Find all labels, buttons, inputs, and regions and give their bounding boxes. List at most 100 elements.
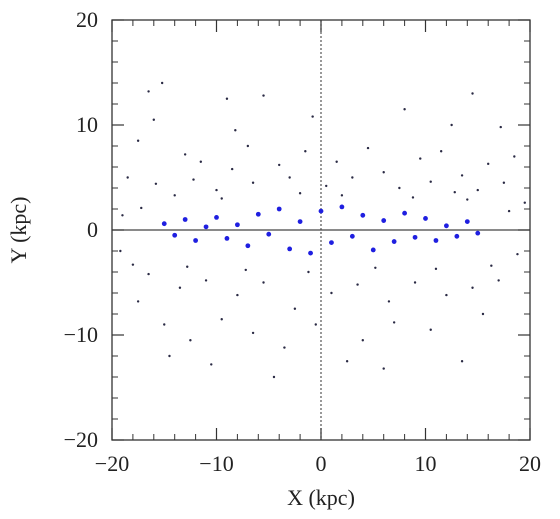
halo-star-point — [131, 263, 135, 266]
halo-star-point — [186, 265, 189, 268]
halo-star-point — [262, 281, 265, 284]
halo-star-point — [262, 94, 265, 97]
disk-star-point — [276, 206, 282, 212]
disk-star-point — [329, 240, 334, 246]
disk-star-point — [172, 232, 178, 238]
disk-star-point — [360, 212, 366, 218]
y-axis-title: Y (kpc) — [6, 197, 31, 264]
disk-star-point — [297, 219, 303, 225]
y-tick-labels: −20 −10 0 10 20 — [64, 7, 98, 452]
halo-star-point — [168, 354, 171, 358]
halo-star-point — [330, 291, 333, 295]
halo-star-point — [382, 367, 385, 370]
halo-star-points — [119, 81, 526, 379]
disk-star-point — [433, 238, 439, 243]
halo-star-point — [314, 323, 317, 326]
disk-star-point — [245, 243, 251, 249]
y-tick-label: 10 — [76, 112, 98, 137]
y-tick-label: −10 — [64, 322, 98, 347]
halo-star-point — [387, 300, 391, 303]
x-tick-label: 0 — [316, 451, 327, 476]
halo-star-point — [283, 346, 286, 349]
halo-star-point — [429, 328, 432, 331]
disk-star-point — [266, 231, 272, 237]
halo-star-point — [499, 125, 502, 129]
disk-star-point — [318, 208, 324, 214]
halo-star-point — [140, 206, 143, 210]
disk-star-point — [381, 218, 387, 223]
disk-star-point — [214, 215, 219, 220]
halo-star-point — [311, 115, 314, 118]
halo-star-point — [278, 163, 281, 167]
halo-star-point — [419, 157, 422, 160]
halo-star-point — [453, 191, 456, 194]
halo-star-point — [136, 139, 140, 142]
y-tick-label: 0 — [87, 217, 98, 242]
disk-star-points — [161, 204, 481, 256]
x-axis-title: X (kpc) — [287, 485, 355, 510]
halo-star-point — [225, 97, 229, 100]
halo-star-point — [293, 307, 297, 310]
halo-star-point — [288, 176, 291, 179]
halo-star-point — [356, 283, 359, 286]
disk-star-point — [391, 239, 397, 244]
x-tick-label: 20 — [519, 451, 541, 476]
halo-star-point — [220, 197, 223, 200]
halo-star-point — [183, 153, 187, 156]
halo-star-point — [160, 81, 164, 85]
halo-star-point — [230, 167, 234, 171]
halo-star-point — [325, 184, 328, 188]
disk-star-point — [193, 238, 199, 243]
halo-star-point — [136, 300, 140, 303]
halo-star-point — [413, 281, 417, 284]
disk-star-point — [339, 204, 345, 210]
halo-star-point — [513, 155, 516, 158]
disk-star-point — [444, 223, 449, 229]
halo-star-point — [189, 339, 192, 342]
disk-star-point — [402, 210, 407, 216]
disk-star-point — [454, 233, 460, 239]
halo-star-point — [471, 92, 474, 95]
halo-star-point — [173, 194, 176, 197]
halo-star-point — [374, 266, 377, 269]
halo-star-point — [445, 293, 448, 297]
halo-star-point — [340, 194, 344, 197]
halo-star-point — [516, 252, 519, 256]
disk-star-point — [412, 234, 418, 240]
halo-star-point — [215, 188, 218, 192]
halo-star-point — [460, 360, 464, 363]
halo-star-point — [251, 331, 255, 335]
halo-star-point — [251, 181, 255, 184]
x-tick-label: 10 — [415, 451, 437, 476]
halo-star-point — [152, 118, 155, 121]
halo-star-point — [335, 160, 338, 163]
disk-star-point — [182, 217, 188, 222]
y-tick-label: 20 — [76, 7, 98, 32]
halo-star-point — [351, 176, 354, 179]
major-tick-marks — [111, 19, 531, 441]
halo-star-point — [147, 272, 150, 276]
reference-lines — [112, 20, 530, 440]
x-tick-label: −20 — [95, 451, 129, 476]
halo-star-point — [121, 214, 124, 217]
x-tick-labels: −20 −10 0 10 20 — [95, 451, 541, 476]
halo-star-point — [345, 360, 349, 363]
halo-star-point — [192, 178, 195, 181]
halo-star-point — [147, 90, 150, 93]
halo-star-point — [307, 270, 310, 274]
halo-star-point — [403, 108, 406, 111]
disk-star-point — [161, 221, 167, 227]
halo-star-point — [178, 286, 182, 289]
halo-star-point — [234, 129, 237, 132]
halo-star-point — [490, 264, 493, 267]
halo-star-point — [434, 267, 438, 271]
halo-star-point — [502, 181, 506, 184]
halo-star-point — [199, 160, 203, 163]
halo-star-point — [382, 171, 385, 174]
halo-star-point — [304, 150, 307, 153]
halo-star-point — [210, 363, 213, 366]
halo-star-point — [163, 323, 166, 326]
disk-star-point — [203, 224, 209, 230]
disk-star-point — [308, 250, 313, 256]
